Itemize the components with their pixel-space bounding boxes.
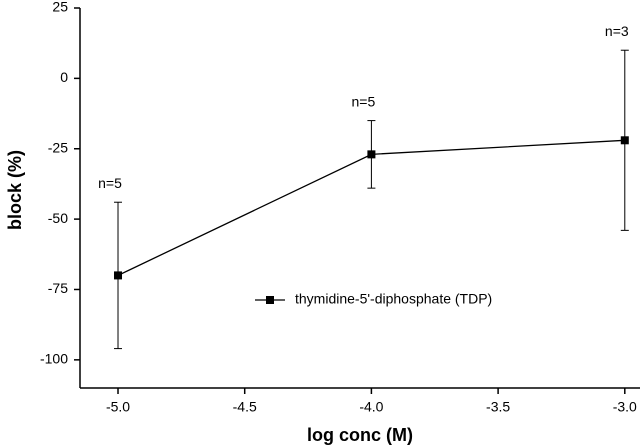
- marker: [620, 136, 629, 145]
- x-tick-label: -3.5: [486, 399, 510, 415]
- point-label: n=3: [605, 23, 629, 39]
- point-label: n=5: [98, 175, 122, 191]
- point-label: n=5: [352, 93, 376, 109]
- x-tick-label: -3.0: [613, 399, 637, 415]
- y-tick-label: -25: [48, 139, 68, 155]
- x-tick-label: -4.0: [359, 399, 383, 415]
- legend-label: thymidine-5'-diphosphate (TDP): [295, 291, 492, 307]
- marker: [114, 271, 123, 280]
- x-axis-label: log conc (M): [307, 425, 413, 445]
- y-tick-label: -50: [48, 210, 68, 226]
- y-tick-label: 25: [52, 0, 68, 15]
- y-tick-label: -100: [40, 351, 68, 367]
- y-tick-label: -75: [48, 280, 68, 296]
- y-axis-label: block (%): [5, 150, 25, 230]
- legend-marker: [266, 296, 274, 304]
- y-tick-label: 0: [60, 69, 68, 85]
- marker: [367, 150, 376, 159]
- x-tick-label: -5.0: [106, 399, 130, 415]
- x-tick-label: -4.5: [233, 399, 257, 415]
